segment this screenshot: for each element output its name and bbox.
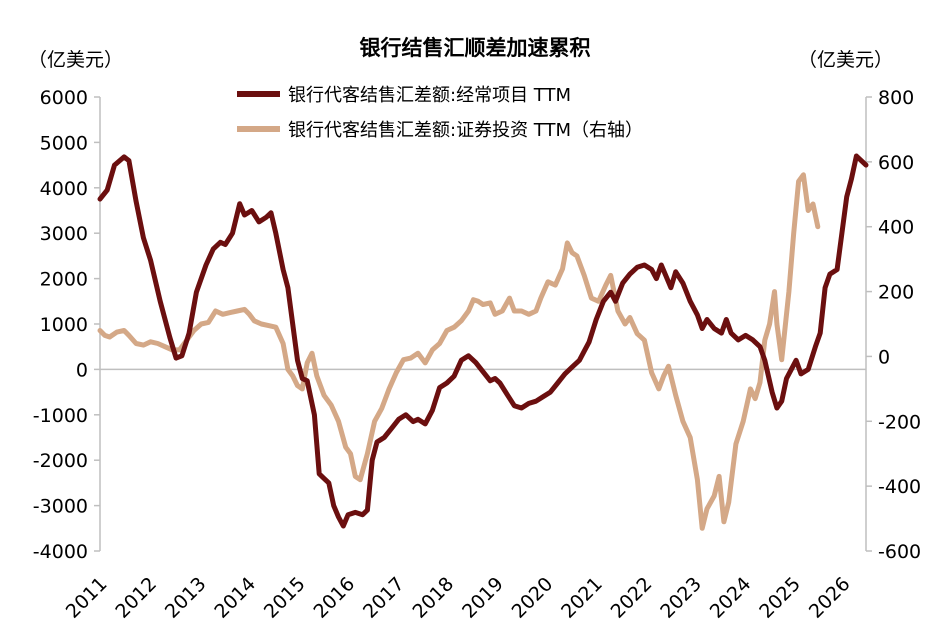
right-tick-label: 600	[878, 152, 914, 174]
x-tick-label: 2025	[755, 573, 805, 623]
left-tick-label: 4000	[40, 178, 88, 200]
right-tick-label: 0	[878, 346, 890, 368]
left-axis-unit-label: （亿美元）	[28, 49, 123, 71]
right-axis-ticks: 800 600 400 200 0 -200 -400 -600	[866, 87, 921, 563]
left-axis-ticks: 6000 5000 4000 3000 2000 1000 0 -1000 -2000 -3000…	[33, 87, 100, 563]
x-tick-label: 2021	[557, 573, 607, 623]
x-tick-label: 2026	[805, 573, 855, 623]
x-tick-label: 2018	[409, 573, 459, 623]
x-tick-label: 2024	[706, 573, 756, 623]
series-line-securities	[97, 172, 821, 531]
left-tick-label: 6000	[40, 87, 88, 109]
right-tick-label: 200	[878, 282, 914, 304]
x-tick-label: 2015	[260, 573, 310, 623]
left-tick-label: -2000	[33, 450, 88, 472]
legend: 银行代客结售汇差额:经常项目 TTM 银行代客结售汇差额:证券投资 TTM（右轴…	[237, 85, 643, 141]
series-layer	[97, 153, 869, 531]
x-tick-label: 2019	[458, 573, 508, 623]
right-axis-unit-label: （亿美元）	[798, 49, 893, 71]
series-line-current-account	[97, 153, 869, 529]
left-tick-label: 0	[76, 359, 88, 381]
right-tick-label: -400	[878, 476, 921, 498]
left-tick-label: 1000	[40, 314, 88, 336]
axes	[99, 97, 867, 551]
right-tick-label: -600	[878, 541, 921, 563]
x-tick-label: 2014	[210, 573, 260, 623]
x-tick-label: 2013	[161, 573, 211, 623]
left-tick-label: -4000	[33, 541, 88, 563]
chart-title: 银行结售汇顺差加速累积	[360, 36, 591, 60]
right-tick-label: 400	[878, 217, 914, 239]
left-tick-label: -3000	[33, 496, 88, 518]
x-axis-ticks: 2011 2012 2013 2014 2015 2016 2017 2018 2019 2020…	[62, 573, 855, 623]
x-tick-label: 2020	[508, 573, 558, 623]
right-tick-label: -200	[878, 411, 921, 433]
legend-label-securities: 银行代客结售汇差额:证券投资 TTM（右轴）	[288, 120, 643, 141]
x-tick-label: 2022	[607, 573, 657, 623]
x-tick-label: 2017	[359, 573, 409, 623]
x-tick-label: 2012	[111, 573, 161, 623]
left-tick-label: 2000	[40, 269, 88, 291]
x-tick-label: 2023	[656, 573, 706, 623]
x-tick-label: 2011	[62, 573, 112, 623]
left-tick-label: 3000	[40, 223, 88, 245]
left-tick-label: 5000	[40, 132, 88, 154]
legend-label-current-account: 银行代客结售汇差额:经常项目 TTM	[288, 85, 571, 106]
x-tick-label: 2016	[309, 573, 359, 623]
left-tick-label: -1000	[33, 405, 88, 427]
right-tick-label: 800	[878, 87, 914, 109]
